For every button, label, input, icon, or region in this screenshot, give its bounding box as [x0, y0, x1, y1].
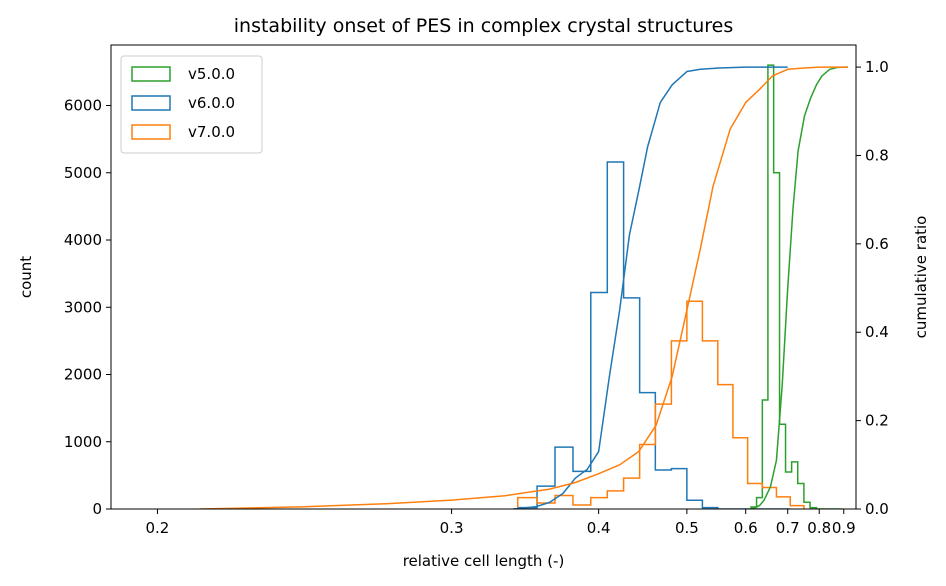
x-tick-label: 0.4 — [587, 519, 611, 537]
chart-title: instability onset of PES in complex crys… — [234, 15, 733, 37]
y-tick-label-right: 0.0 — [865, 500, 889, 518]
histogram-v7-0-0 — [516, 300, 805, 509]
legend-label-v7-0-0: v7.0.0 — [188, 123, 235, 141]
axes-frame — [110, 44, 857, 510]
y-axis-label-right: cumulative ratio — [912, 216, 930, 339]
y-tick-label: 0 — [92, 500, 102, 518]
y-tick-label-right: 0.4 — [865, 323, 889, 341]
y-tick-label-right: 0.8 — [865, 146, 889, 164]
x-tick-label: 0.2 — [146, 519, 170, 537]
x-tick-label: 0.6 — [734, 519, 758, 537]
x-tick-label: 0.3 — [440, 519, 464, 537]
y-axis-label: count — [17, 256, 35, 298]
x-tick-label: 0.9 — [832, 519, 856, 537]
legend: v5.0.0 v6.0.0 v7.0.0 — [120, 55, 263, 154]
x-tick-label: 0.7 — [776, 519, 800, 537]
y-tick-label: 6000 — [64, 97, 102, 115]
histogram-v6-0-0 — [516, 161, 791, 509]
cumulative-line-v5-0-0 — [750, 66, 849, 509]
cumulative-line-v6-0-0 — [512, 66, 788, 509]
legend-label-v5-0-0: v5.0.0 — [188, 65, 235, 83]
histogram-v5-0-0 — [750, 64, 843, 509]
y-tick-label: 2000 — [64, 366, 102, 384]
y-tick-label: 1000 — [64, 433, 102, 451]
y-tick-label: 3000 — [64, 298, 102, 316]
x-tick-label: 0.8 — [807, 519, 831, 537]
y-tick-label-right: 0.6 — [865, 235, 889, 253]
y-tick-label: 5000 — [64, 164, 102, 182]
plot-area — [199, 64, 849, 509]
x-tick-label: 0.5 — [675, 519, 699, 537]
legend-swatch-v5-0-0 — [131, 66, 171, 82]
x-axis-label: relative cell length (-) — [403, 552, 565, 570]
legend-swatch-v7-0-0 — [131, 124, 171, 140]
y-tick-label-right: 1.0 — [865, 58, 889, 76]
cumulative-line-v7-0-0 — [199, 66, 849, 509]
legend-label-v6-0-0: v6.0.0 — [188, 94, 235, 112]
legend-swatch-v6-0-0 — [131, 95, 171, 111]
plot-clipped — [199, 64, 849, 509]
y-tick-label: 4000 — [64, 231, 102, 249]
y-tick-label-right: 0.2 — [865, 412, 889, 430]
axes: 0.2 0.3 0.4 0.5 0.6 0.7 0.8 0.90100020003000400… — [64, 44, 889, 537]
